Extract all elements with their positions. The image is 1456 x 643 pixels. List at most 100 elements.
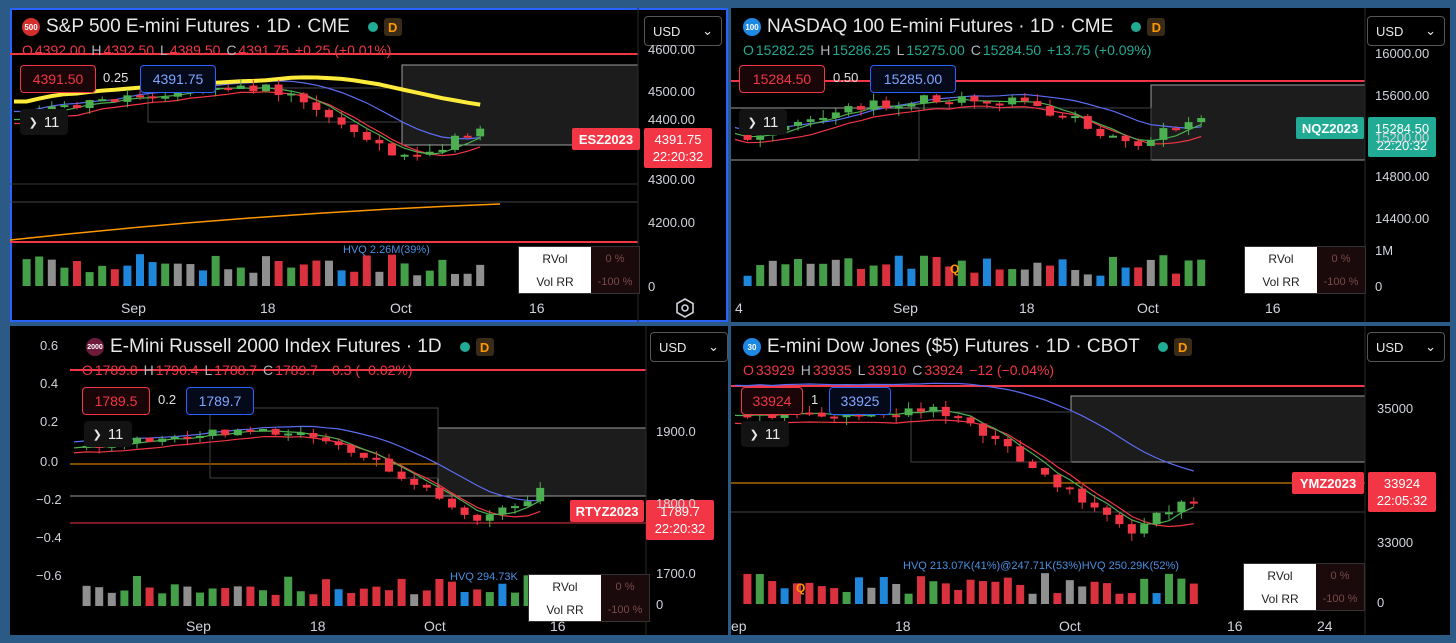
volume-bar <box>1016 584 1025 604</box>
volume-bar <box>1127 593 1136 604</box>
ohlc-low: 33910 <box>867 362 907 378</box>
chart-pane-ym[interactable]: 30 E-mini Dow Jones ($5) Futures · 1D · … <box>731 326 1450 635</box>
symbol-title[interactable]: 30 E-mini Dow Jones ($5) Futures · 1D · … <box>743 336 1192 358</box>
volume-bar <box>448 581 456 606</box>
symbol-title[interactable]: 2000 E-Mini Russell 2000 Index Futures ·… <box>86 336 494 358</box>
x-axis-label: Sep <box>186 618 211 634</box>
sell-price-button[interactable]: 4391.50 <box>20 65 96 93</box>
buy-price-button[interactable]: 1789.7 <box>186 387 254 415</box>
buy-price-button[interactable]: 33925 <box>829 387 891 415</box>
sell-price-button[interactable]: 33924 <box>741 387 803 415</box>
chevron-down-icon: ❯ <box>28 116 38 129</box>
indicators-toggle-button[interactable]: ❯ 11 <box>20 109 68 135</box>
symbol-title-text[interactable]: E-Mini Russell 2000 Index Futures · 1D <box>110 336 442 357</box>
sell-price-button[interactable]: 1789.5 <box>82 387 150 415</box>
symbol-logo-badge: 2000 <box>86 338 104 356</box>
candle-body <box>397 471 406 479</box>
x-axis-label: 18 <box>310 618 326 634</box>
hvq-label: HVQ 213.07K(41%)@247.71K(53%)HVQ 250.29K… <box>903 560 1179 572</box>
indicators-toggle-button[interactable]: ❯ 11 <box>739 109 787 135</box>
volume-bar <box>385 590 393 606</box>
market-open-dot-icon <box>1157 342 1168 352</box>
chart-canvas-es[interactable] <box>10 8 728 322</box>
x-axis-label: 16 <box>1227 618 1243 634</box>
volume-bar <box>929 581 938 604</box>
candle-body <box>259 428 267 431</box>
volume-bar <box>451 273 459 286</box>
delayed-data-icon[interactable]: D <box>1173 338 1192 356</box>
volume-bar <box>882 264 891 286</box>
currency-selector[interactable]: USD ⌄ <box>1367 332 1445 362</box>
volume-bar <box>211 255 220 286</box>
currency-selector[interactable]: USD ⌄ <box>1367 16 1445 46</box>
rvol-table: RVol 0 % Vol RR -100 % <box>1244 246 1366 294</box>
candle-body <box>1172 128 1180 131</box>
market-status: D <box>1131 18 1166 36</box>
x-axis-label: Oct <box>424 618 446 634</box>
currency-selector[interactable]: USD ⌄ <box>644 16 722 46</box>
candle-body <box>385 458 393 472</box>
volume-bar <box>743 573 752 604</box>
ohlc-open: 33929 <box>755 362 795 378</box>
delayed-data-icon[interactable]: D <box>1147 18 1166 36</box>
volume-bar <box>793 583 801 604</box>
volume-bar <box>262 256 270 286</box>
indicators-toggle-button[interactable]: ❯ 11 <box>84 421 132 447</box>
moving-average-line <box>734 382 1194 472</box>
bar-countdown: 22:20:32 <box>1376 138 1428 153</box>
volume-bar <box>136 254 144 286</box>
candle-body <box>1103 507 1111 515</box>
candle-body <box>498 507 507 515</box>
chart-canvas-ym[interactable] <box>731 326 1450 635</box>
last-price-label: 15284.50 22:20:32 <box>1368 117 1436 157</box>
chart-canvas-nq[interactable] <box>731 8 1450 322</box>
sell-price-button[interactable]: 15284.50 <box>739 65 825 93</box>
candle-body <box>347 445 356 453</box>
candle-body <box>1146 139 1155 146</box>
volume-bar <box>1152 593 1161 604</box>
symbol-title-text[interactable]: NASDAQ 100 E-mini Futures · 1D · CME <box>767 16 1114 37</box>
volume-bar <box>1197 259 1206 286</box>
symbol-title-text[interactable]: S&P 500 E-mini Futures · 1D · CME <box>46 16 350 37</box>
chart-canvas-rty[interactable] <box>10 326 728 635</box>
volume-bar <box>73 260 81 286</box>
buy-price-button[interactable]: 4391.75 <box>140 65 216 93</box>
volume-bar <box>1083 274 1092 286</box>
buy-price-button[interactable]: 15285.00 <box>870 65 956 93</box>
candle-body <box>463 135 472 138</box>
volume-bar <box>183 586 192 606</box>
rvol-label: RVol <box>1244 564 1316 587</box>
settings-hexagon-icon[interactable] <box>674 297 696 319</box>
symbol-title-text[interactable]: E-mini Dow Jones ($5) Futures · 1D · CBO… <box>767 336 1140 357</box>
indicator-count: 11 <box>107 425 124 443</box>
y-axis-label: 33000 <box>1377 535 1414 550</box>
volume-bar <box>1115 593 1124 604</box>
candle-body <box>196 435 204 438</box>
indicator-count: 11 <box>43 113 60 131</box>
volume-bar <box>145 587 154 606</box>
volume-bar <box>410 594 419 606</box>
delayed-data-icon[interactable]: D <box>475 338 494 356</box>
volume-bar <box>1090 581 1099 604</box>
chevron-down-icon: ⌄ <box>708 339 719 354</box>
symbol-title[interactable]: 500 S&P 500 E-mini Futures · 1D · CME D <box>22 16 402 38</box>
candle-body <box>1041 468 1049 475</box>
chart-pane-nq[interactable]: 100 NASDAQ 100 E-mini Futures · 1D · CME… <box>731 8 1450 322</box>
candle-body <box>743 133 752 140</box>
volume-bar <box>957 260 966 286</box>
rvol-label: RVol <box>519 247 591 270</box>
symbol-title[interactable]: 100 NASDAQ 100 E-mini Futures · 1D · CME… <box>743 16 1166 38</box>
volume-bar <box>979 581 987 604</box>
left-axis-label: −0.4 <box>36 530 62 545</box>
market-open-dot-icon <box>459 342 470 352</box>
volume-bar <box>995 269 1004 286</box>
indicators-toggle-button[interactable]: ❯ 11 <box>741 421 789 447</box>
chart-pane-es[interactable]: 500 S&P 500 E-mini Futures · 1D · CME D … <box>10 8 728 322</box>
currency-selector[interactable]: USD ⌄ <box>650 332 728 362</box>
chart-pane-rty[interactable]: 2000 E-Mini Russell 2000 Index Futures ·… <box>10 326 728 635</box>
last-price: 4391.75 <box>654 132 702 147</box>
candle-body <box>756 135 765 140</box>
delayed-data-icon[interactable]: D <box>383 18 402 36</box>
candle-body <box>920 95 928 104</box>
